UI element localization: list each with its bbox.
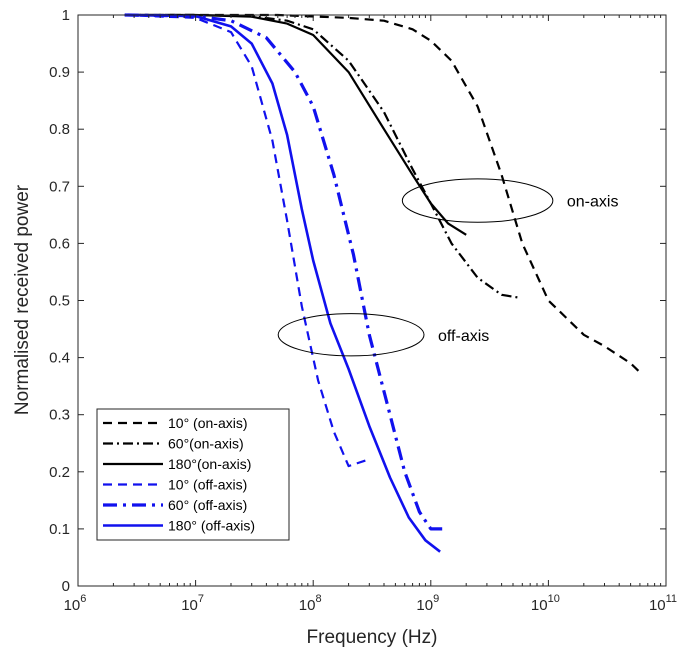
tick-layer: 106 107 108 109 1010 101100.10.20.30.40.50.60… bbox=[49, 7, 677, 614]
x-tick-exponent: 11 bbox=[666, 593, 677, 605]
y-tick-label: 1 bbox=[62, 7, 70, 24]
y-tick-label: 0.5 bbox=[49, 293, 70, 310]
legend-label: 60° (off-axis) bbox=[168, 497, 247, 513]
y-tick-label: 0.1 bbox=[49, 521, 70, 538]
x-tick-exponent: 6 bbox=[80, 593, 86, 605]
y-tick-label: 0.6 bbox=[49, 235, 70, 252]
y-axis-label: Normalised received power bbox=[12, 184, 33, 415]
x-tick-label: 106 bbox=[64, 593, 87, 614]
legend-label: 10° (off-axis) bbox=[168, 477, 247, 493]
y-tick-label: 0.7 bbox=[49, 178, 70, 195]
x-tick-label: 1010 bbox=[531, 593, 560, 614]
y-tick-label: 0.9 bbox=[49, 64, 70, 81]
x-axis-label: Frequency (Hz) bbox=[307, 627, 438, 648]
series-line bbox=[124, 13, 467, 236]
legend-label: 60°(on-axis) bbox=[168, 436, 244, 452]
x-tick-label: 109 bbox=[416, 593, 439, 614]
legend-box bbox=[96, 408, 290, 541]
legend-label: 180° (off-axis) bbox=[168, 518, 255, 534]
legend: 10° (on-axis) 60°(on-axis) 180°(on-axis) 10… bbox=[96, 408, 290, 541]
x-tick-base: 10 bbox=[416, 597, 433, 614]
x-tick-exponent: 7 bbox=[198, 593, 204, 605]
y-tick-label: 0 bbox=[62, 578, 70, 595]
legend-label: 10° (on-axis) bbox=[168, 415, 248, 431]
y-tick-label: 0.8 bbox=[49, 121, 70, 138]
series-line bbox=[124, 13, 443, 531]
x-tick-exponent: 9 bbox=[433, 593, 439, 605]
annotation-label: off-axis bbox=[438, 328, 489, 345]
x-tick-base: 10 bbox=[181, 597, 198, 614]
x-tick-label: 108 bbox=[299, 593, 322, 614]
series-line bbox=[124, 13, 441, 553]
x-tick-base: 10 bbox=[64, 597, 81, 614]
series-line bbox=[124, 13, 367, 468]
x-tick-base: 10 bbox=[299, 597, 316, 614]
y-tick-label: 0.3 bbox=[49, 407, 70, 424]
annotation-layer: on-axis off-axis bbox=[277, 178, 619, 357]
x-tick-label: 107 bbox=[181, 593, 204, 614]
annotation-label: on-axis bbox=[567, 194, 619, 211]
y-tick-label: 0.4 bbox=[49, 350, 70, 367]
legend-label: 180°(on-axis) bbox=[168, 456, 251, 472]
x-tick-exponent: 8 bbox=[315, 593, 321, 605]
annotation-ellipse bbox=[277, 313, 425, 357]
x-tick-base: 10 bbox=[531, 597, 548, 614]
x-tick-label: 1011 bbox=[649, 593, 677, 614]
annotation-ellipse bbox=[401, 178, 554, 223]
y-tick-label: 0.2 bbox=[49, 464, 70, 481]
x-tick-base: 10 bbox=[649, 597, 666, 614]
x-tick-exponent: 10 bbox=[548, 593, 560, 605]
